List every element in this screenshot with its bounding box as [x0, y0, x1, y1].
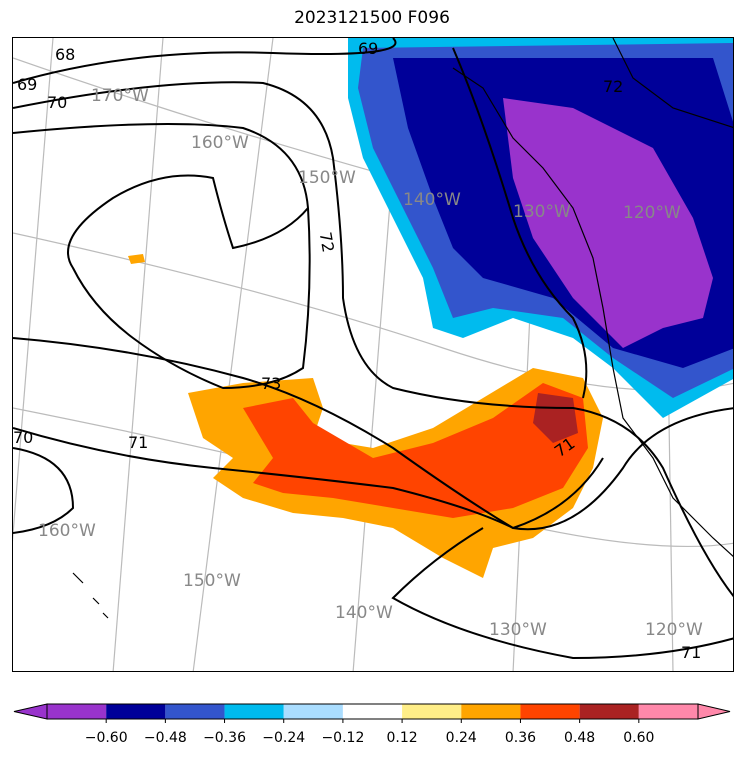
contour-line [13, 337, 733, 531]
grid-label-130w-top: 130°W [513, 202, 571, 222]
grid-label-160w-bottom: 160°W [38, 521, 96, 541]
graticule-labels: 170°W 160°W 150°W 140°W 130°W 120°W 160°… [38, 86, 703, 640]
contour-label-70-w: 70 [13, 428, 33, 447]
grid-label-120w-bottom: 120°W [645, 620, 703, 640]
colorbar-cell [106, 704, 166, 719]
map-title: 2023121500 F096 [294, 8, 450, 28]
grid-label-140w-top: 140°W [403, 190, 461, 210]
contour-label-71-se: 71 [681, 643, 701, 662]
colorbar-cell [342, 704, 403, 719]
contour-line [13, 447, 75, 534]
colorbar-tick-label: −0.12 [321, 730, 364, 746]
colorbar-extend-high [697, 703, 731, 720]
colorbar-tick-label: 0.36 [505, 730, 536, 746]
colorbar-cell [47, 704, 107, 719]
colorbar-cell [283, 704, 343, 719]
colorbar-cell [461, 704, 521, 719]
colorbar-cell [579, 704, 639, 719]
map-canvas: 68 69 70 69 72 72 73 70 71 71 71 170°W 1… [13, 38, 733, 671]
contour-label-69-n: 69 [358, 39, 378, 58]
contour-label-71-w: 71 [128, 433, 148, 452]
colorbar-cell [520, 704, 580, 719]
contour-line [391, 527, 733, 660]
colorbar-cell [402, 704, 462, 719]
contour-label-68-nw: 68 [55, 45, 75, 64]
longitude-line [192, 38, 274, 671]
colorbar-tick-label: −0.36 [203, 730, 246, 746]
grid-label-130w-bottom: 130°W [489, 620, 547, 640]
contour-label-72-center: 72 [316, 231, 338, 254]
grid-label-150w-top: 150°W [298, 168, 356, 188]
contour-label-69-nw: 69 [17, 75, 37, 94]
coastlines [72, 38, 733, 619]
longitude-line [112, 38, 164, 671]
contour-line [13, 123, 311, 390]
longitude-line [13, 38, 54, 542]
colorbar-ticks: −0.60 −0.48 −0.36 −0.24 −0.12 0.12 0.24 0.36 0.4… [85, 719, 654, 746]
colorbar-cell [638, 704, 698, 719]
negative-anomaly-region [348, 38, 733, 418]
contour-line [452, 47, 588, 399]
positive-anomaly-region [128, 254, 603, 578]
colorbar-tick-label: 0.12 [387, 730, 418, 746]
grid-label-120w-top: 120°W [623, 203, 681, 223]
grid-label-140w-bottom: 140°W [335, 603, 393, 623]
colorbar-cell [224, 704, 284, 719]
colorbar-cell [165, 704, 225, 719]
grid-label-160w-top: 160°W [191, 133, 249, 153]
colorbar-tick-label: 0.48 [564, 730, 595, 746]
colorbar-tick-label: −0.24 [262, 730, 305, 746]
contour-label-73: 73 [261, 374, 281, 393]
contour-line [13, 81, 733, 598]
grid-label-170w-top: 170°W [91, 86, 149, 106]
colorbar: −0.60 −0.48 −0.36 −0.24 −0.12 0.12 0.24 0.36 0.4… [13, 703, 731, 746]
colorbar-tick-label: −0.48 [144, 730, 187, 746]
colorbar-outline [46, 703, 699, 720]
contour-label-70-nw: 70 [47, 93, 67, 112]
contour-line [13, 427, 604, 530]
grid-label-150w-bottom: 150°W [183, 571, 241, 591]
colorbar-tick-label: 0.24 [446, 730, 477, 746]
map-panel: 68 69 70 69 72 72 73 70 71 71 71 170°W 1… [12, 37, 734, 672]
colorbar-tick-label: 0.60 [623, 730, 654, 746]
contour-line [13, 38, 397, 84]
contour-label-72-ne: 72 [603, 77, 623, 96]
colorbar-extend-low [13, 703, 48, 720]
colorbar-cells [13, 703, 731, 720]
colorbar-tick-label: −0.60 [85, 730, 128, 746]
height-contours [13, 38, 733, 660]
